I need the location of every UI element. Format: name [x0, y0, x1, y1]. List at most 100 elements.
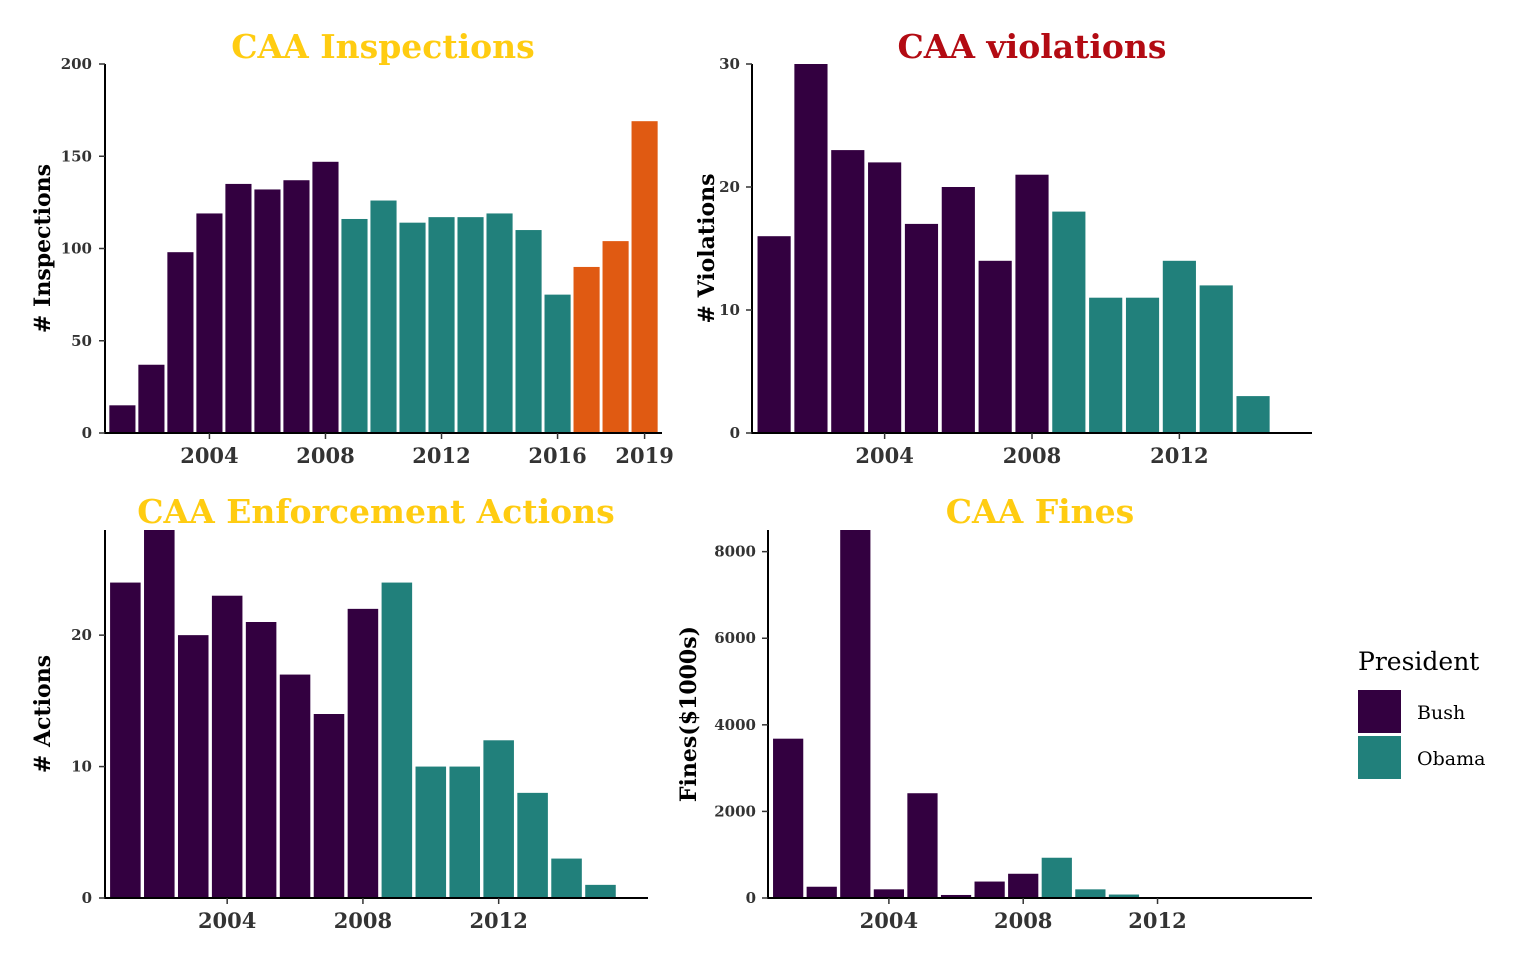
- bar-2005: [245, 622, 277, 898]
- bar-2002: [794, 64, 828, 433]
- bar-2009: [1052, 211, 1086, 433]
- y-tick-label: 4000: [714, 716, 756, 734]
- y-tick-label: 8000: [714, 543, 756, 561]
- y-tick-label: 10: [71, 758, 92, 776]
- y-tick-label: 20: [719, 178, 740, 196]
- bar-2007: [313, 714, 345, 898]
- legend-label-obama: Obama: [1417, 748, 1485, 770]
- bar-2013: [1199, 285, 1233, 433]
- y-axis-label: # Actions: [30, 655, 56, 773]
- x-tick-label: 2016: [528, 443, 586, 468]
- bar-2006: [279, 674, 311, 898]
- bar-2002: [806, 886, 837, 898]
- y-tick-label: 0: [82, 889, 92, 907]
- panel-title: CAA Inspections: [231, 27, 535, 66]
- bar-2012: [483, 740, 514, 898]
- bar-2008: [312, 161, 339, 434]
- x-tick-label: 2012: [412, 443, 470, 468]
- x-tick-label: 2019: [615, 443, 673, 468]
- bar-2011: [449, 766, 481, 898]
- bar-2017: [573, 266, 600, 433]
- y-axis-label: # Violations: [694, 174, 720, 324]
- bar-2014: [486, 213, 513, 433]
- bar-2008: [1015, 174, 1049, 433]
- y-axis-label: # Inspections: [30, 164, 56, 333]
- y-tick-label: 200: [61, 55, 92, 73]
- bar-2010: [1089, 297, 1123, 433]
- legend-swatch-obama: [1358, 736, 1401, 779]
- bar-2006: [941, 187, 975, 433]
- panel-caa-fines: 0 2000 4000 6000 8000 2004 2008 2012 Fines($1000…: [676, 492, 1312, 933]
- x-tick-label: 2008: [994, 908, 1052, 933]
- panel-caa-enforcement-actions: 0 10 20 2004 2008 2012 # Actions CAA Enforcemen…: [30, 492, 648, 933]
- bar-2008: [347, 608, 379, 898]
- bar-2011: [1108, 894, 1140, 898]
- bar-2010: [415, 766, 447, 898]
- x-tick-label: 2004: [855, 443, 913, 468]
- bar-2003: [167, 252, 194, 433]
- bar-2006: [940, 894, 972, 898]
- bar-2007: [974, 881, 1005, 898]
- y-tick-label: 50: [71, 332, 92, 350]
- bar-2010: [370, 200, 397, 433]
- bar-2002: [144, 530, 175, 898]
- x-tick-label: 2004: [198, 908, 256, 933]
- y-axis-label: Fines($1000s): [676, 626, 702, 802]
- y-tick-label: 20: [71, 626, 92, 644]
- panel-caa-inspections: 0 50 100 150 200 2004 2008 2012 2016 2019 # Inspec…: [30, 27, 674, 468]
- y-tick-label: 30: [719, 55, 740, 73]
- x-tick-label: 2008: [296, 443, 354, 468]
- y-tick-label: 6000: [714, 629, 756, 647]
- x-tick-label: 2008: [1003, 443, 1061, 468]
- panel-title: CAA violations: [898, 27, 1167, 66]
- legend-swatch-bush: [1358, 690, 1401, 733]
- x-tick-label: 2004: [860, 908, 918, 933]
- bar-2019: [631, 121, 658, 433]
- bar-2009: [381, 582, 413, 898]
- bar-2004: [868, 162, 902, 433]
- bar-2014: [551, 858, 582, 898]
- bar-2013: [517, 792, 548, 898]
- bar-2004: [196, 213, 223, 433]
- bar-2003: [177, 635, 209, 898]
- x-tick-label: 2004: [180, 443, 238, 468]
- y-tick-label: 0: [730, 424, 740, 442]
- bar-2012: [1162, 260, 1196, 433]
- bar-2010: [1075, 889, 1106, 898]
- bar-2013: [457, 217, 484, 433]
- y-tick-label: 150: [61, 147, 92, 165]
- bar-2016: [544, 294, 571, 434]
- bar-2004: [873, 889, 904, 898]
- bar-2001: [110, 582, 141, 898]
- y-tick-label: 10: [719, 301, 740, 319]
- bar-2005: [225, 183, 252, 433]
- y-tick-label: 2000: [714, 802, 756, 820]
- bar-2015: [585, 884, 616, 898]
- bar-2012: [428, 217, 455, 433]
- bar-2008: [1008, 873, 1039, 898]
- bar-2018: [602, 241, 629, 433]
- x-tick-label: 2012: [1128, 908, 1186, 933]
- bar-2011: [399, 222, 426, 433]
- bar-2014: [1236, 396, 1270, 433]
- panel-caa-violations: 0 10 20 30 2004 2008 2012 # Violations CAA viola…: [694, 27, 1312, 468]
- bar-2007: [283, 180, 310, 433]
- bar-2005: [904, 223, 939, 433]
- bar-2015: [515, 230, 542, 433]
- legend-label-bush: Bush: [1417, 702, 1465, 724]
- bar-2011: [1125, 297, 1160, 433]
- bar-2003: [831, 150, 865, 433]
- x-tick-label: 2012: [1150, 443, 1208, 468]
- x-tick-label: 2012: [469, 908, 527, 933]
- y-tick-label: 0: [82, 424, 92, 442]
- bar-2001: [773, 738, 804, 898]
- legend: President Bush Obama: [1358, 647, 1485, 779]
- y-tick-label: 100: [61, 240, 92, 258]
- bar-2002: [138, 364, 165, 433]
- bar-2009: [341, 218, 368, 433]
- y-tick-label: 0: [746, 889, 756, 907]
- bar-2004: [211, 595, 243, 898]
- panel-title: CAA Fines: [946, 492, 1135, 531]
- bar-2009: [1041, 857, 1072, 898]
